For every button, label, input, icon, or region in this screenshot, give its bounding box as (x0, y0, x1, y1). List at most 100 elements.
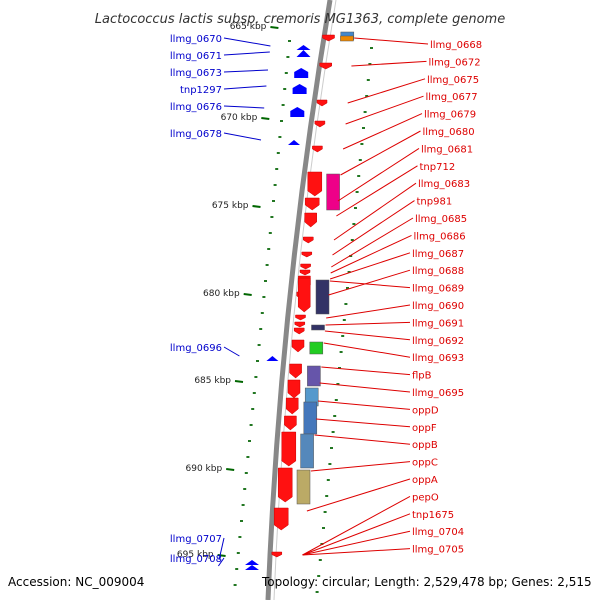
right-gene-label[interactable]: oppC (412, 458, 438, 469)
right-gene-label[interactable]: llmg_0680 (423, 127, 475, 138)
plus-strand-gene[interactable] (293, 327, 305, 335)
plus-strand-gene[interactable] (297, 277, 311, 313)
right-gene-label[interactable]: llmg_0705 (412, 545, 464, 556)
right-gene-label[interactable]: llmg_0688 (412, 266, 464, 277)
right-gene-label[interactable]: llmg_0692 (412, 336, 464, 347)
right-leader-line (302, 495, 411, 556)
plus-strand-gene[interactable] (285, 397, 299, 415)
right-leader-line (329, 252, 411, 280)
right-gene-label[interactable]: oppD (412, 405, 439, 416)
right-gene-label[interactable]: tnp981 (417, 197, 453, 208)
plus-strand-gene[interactable] (314, 120, 326, 128)
track-dot (273, 184, 277, 186)
right-gene-label[interactable]: flpB (412, 371, 432, 382)
plus-strand-gene[interactable] (294, 321, 306, 328)
dot-layer (233, 40, 373, 593)
feature-block[interactable] (340, 35, 354, 42)
right-gene-label[interactable]: llmg_0695 (412, 388, 464, 399)
right-gene-label[interactable]: llmg_0704 (412, 527, 464, 538)
right-leader-line (351, 60, 427, 67)
feature-block[interactable] (309, 341, 324, 355)
plus-strand-gene[interactable] (287, 379, 301, 399)
scale-tick-label: 690 kbp (186, 464, 223, 474)
right-gene-label[interactable]: llmg_0668 (430, 40, 482, 51)
plus-strand-gene[interactable] (322, 34, 335, 42)
right-leader-line (340, 130, 421, 176)
scale-tick (234, 380, 244, 383)
left-gene-label[interactable]: tnp1297 (180, 85, 222, 96)
left-gene-label[interactable]: llmg_0696 (170, 343, 222, 354)
plus-strand-gene[interactable] (316, 99, 328, 107)
plus-strand-gene[interactable] (312, 145, 323, 153)
right-gene-label[interactable]: oppB (412, 440, 438, 451)
plus-strand-gene[interactable] (304, 197, 320, 211)
feature-block[interactable] (307, 365, 321, 387)
minus-strand-gene[interactable] (292, 84, 307, 94)
plus-strand-gene[interactable] (319, 62, 332, 70)
left-gene-label[interactable]: llmg_0707 (170, 534, 222, 545)
right-gene-label[interactable]: oppA (412, 475, 438, 486)
right-gene-label[interactable]: llmg_0693 (412, 353, 464, 364)
feature-block[interactable] (296, 469, 311, 505)
right-gene-label[interactable]: llmg_0689 (412, 284, 464, 295)
plus-strand-gene[interactable] (281, 431, 297, 467)
minus-strand-gene[interactable] (296, 45, 311, 57)
right-leader-line (310, 461, 411, 472)
minus-strand-gene[interactable] (290, 107, 305, 117)
left-gene-label[interactable]: llmg_0671 (170, 51, 222, 62)
track-dot (268, 232, 272, 234)
feature-block[interactable] (326, 173, 340, 211)
plus-strand-gene[interactable] (300, 263, 311, 270)
plus-strand-gene[interactable] (303, 236, 314, 244)
right-gene-label[interactable]: llmg_0687 (412, 249, 464, 260)
track-dot (256, 360, 259, 362)
plus-strand-gene[interactable] (284, 415, 297, 431)
plus-strand-gene[interactable] (295, 314, 306, 321)
right-gene-label[interactable]: llmg_0685 (415, 214, 467, 225)
track-dot (325, 495, 329, 497)
right-gene-label[interactable]: tnp712 (420, 162, 456, 173)
right-leader-line (342, 113, 423, 150)
right-gene-label[interactable]: llmg_0679 (424, 110, 476, 121)
genome-title: Lactococcus lactis subsp. cremoris MG136… (95, 12, 505, 27)
track-dot (251, 408, 255, 410)
right-gene-label[interactable]: llmg_0681 (421, 144, 473, 155)
feature-block[interactable] (311, 324, 325, 331)
right-gene-label[interactable]: llmg_0677 (426, 92, 478, 103)
track-dot (352, 223, 356, 225)
right-gene-label[interactable]: llmg_0683 (418, 179, 470, 190)
right-gene-label[interactable]: llmg_0686 (414, 231, 466, 242)
minus-strand-gene[interactable] (288, 140, 300, 145)
left-gene-label[interactable]: llmg_0678 (170, 129, 222, 140)
plus-strand-gene[interactable] (273, 507, 289, 531)
minus-strand-gene[interactable] (294, 68, 309, 78)
minus-strand-gene[interactable] (266, 356, 279, 361)
feature-block[interactable] (303, 401, 318, 435)
right-leader-line (330, 234, 412, 274)
minus-strand-gene[interactable] (245, 560, 259, 570)
plus-strand-gene[interactable] (301, 251, 313, 258)
feature-block[interactable] (315, 279, 330, 315)
right-leader-line (323, 342, 411, 358)
feature-block[interactable] (300, 433, 314, 469)
plus-strand-gene[interactable] (271, 551, 283, 558)
left-gene-label[interactable]: llmg_0708 (170, 554, 222, 565)
right-gene-label[interactable]: llmg_0675 (427, 75, 479, 86)
track-dot (241, 504, 245, 506)
plus-strand-gene[interactable] (304, 212, 317, 228)
left-gene-label[interactable]: llmg_0673 (170, 68, 222, 79)
plus-strand-gene[interactable] (299, 269, 311, 276)
right-gene-label[interactable]: tnp1675 (412, 510, 454, 521)
plus-strand-gene[interactable] (291, 339, 305, 353)
right-leader-line (316, 418, 411, 428)
plus-strand-gene[interactable] (277, 467, 293, 503)
right-gene-label[interactable]: llmg_0691 (412, 318, 464, 329)
right-gene-label[interactable]: llmg_0672 (429, 57, 481, 68)
left-gene-label[interactable]: llmg_0676 (170, 102, 222, 113)
right-gene-label[interactable]: pepO (412, 492, 439, 503)
left-gene-label[interactable]: llmg_0670 (170, 34, 222, 45)
plus-strand-gene[interactable] (307, 171, 323, 197)
right-gene-label[interactable]: llmg_0690 (412, 301, 464, 312)
right-gene-label[interactable]: oppF (412, 423, 437, 434)
plus-strand-gene[interactable] (289, 363, 302, 379)
